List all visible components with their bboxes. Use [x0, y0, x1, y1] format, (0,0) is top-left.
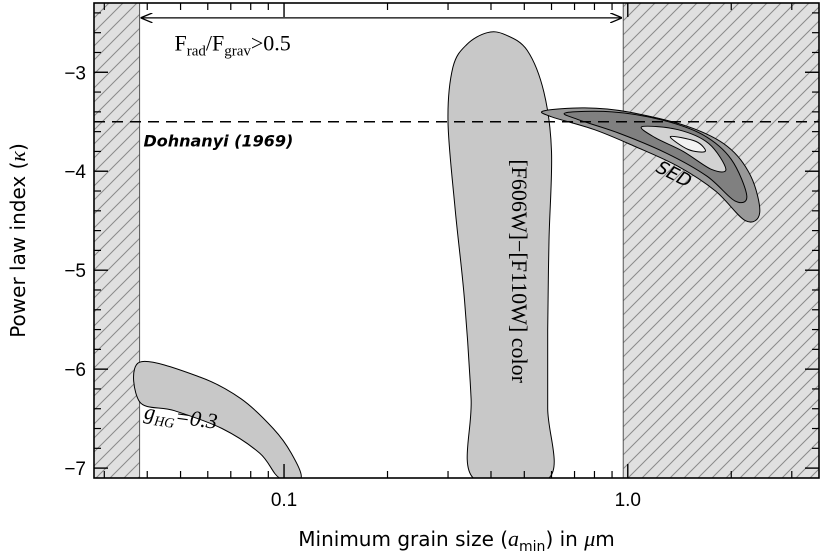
contour-sed-level-2	[563, 110, 748, 204]
excluded-region-right	[623, 3, 819, 478]
y-tick-label: −3	[64, 63, 86, 84]
x-tick-label: 1.0	[615, 490, 641, 511]
contour-f606w-f110w-color	[447, 31, 555, 478]
contour-sed-level-4	[669, 135, 706, 153]
contour-sed-level-3	[640, 125, 727, 173]
y-tick-label: −5	[64, 261, 86, 282]
x-axis-label: Minimum grain size (amin) in μm	[298, 526, 614, 552]
x-tick-label: 0.1	[271, 490, 297, 511]
dohnanyi-label: Dohnanyi (1969)	[143, 131, 293, 150]
y-tick-label: −4	[64, 162, 86, 183]
color-contour-label: [F606W]−[F110W] color	[507, 159, 532, 383]
y-tick-label: −7	[64, 459, 86, 480]
plot-frame	[93, 2, 820, 479]
contour-g-hg-0-3	[133, 360, 302, 478]
y-axis-label: Power law index (κ)	[5, 143, 30, 338]
excluded-region-left	[94, 3, 140, 478]
frad-fgrav-label: Frad/Fgrav>0.5	[174, 31, 290, 60]
y-tick-label: −6	[64, 360, 86, 381]
ghg-contour-label: gHG=0.3	[142, 399, 219, 438]
